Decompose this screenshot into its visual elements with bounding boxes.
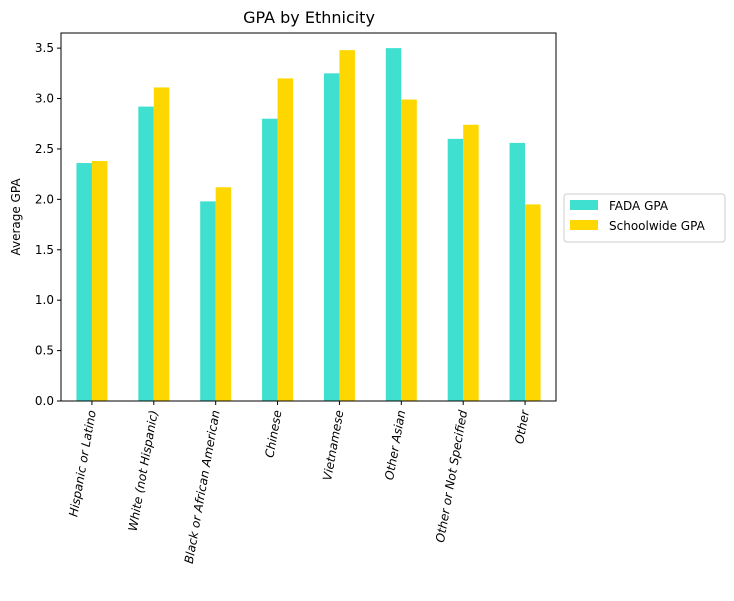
y-tick-label: 2.0: [35, 192, 54, 206]
chart-title: GPA by Ethnicity: [243, 8, 375, 27]
legend-swatch-1: [570, 220, 598, 230]
y-tick-label: 0.5: [35, 344, 54, 358]
plot-frame: [60, 32, 557, 402]
bar-schoolwide-5: [401, 99, 417, 401]
x-tick-label: Other: [512, 408, 532, 445]
y-tick-label: 3.5: [35, 41, 54, 55]
y-tick-label: 1.5: [35, 243, 54, 257]
x-tick-label: Vietnamese: [320, 409, 346, 482]
x-axis-ticks: Hispanic or Latino White (not Hispanic) Bl…: [66, 401, 532, 565]
bar-fada-4: [323, 73, 340, 401]
bar-schoolwide-4: [339, 50, 355, 401]
legend-swatch-0: [570, 200, 598, 210]
bar-fada-7: [509, 142, 526, 401]
bar-schoolwide-2: [215, 187, 232, 401]
y-tick-label: 2.5: [35, 142, 54, 156]
bar-fada-1: [138, 106, 154, 401]
bar-schoolwide-3: [277, 78, 294, 402]
bar-fada-6: [447, 138, 464, 402]
x-tick-label: Other or Not Specified: [433, 409, 470, 544]
y-axis-ticks: 0.0 0.5 1.0 1.5 2.0 2.5 3.0 3.5: [35, 41, 61, 408]
bar-schoolwide-6: [463, 124, 479, 401]
bar-fada-0: [76, 163, 92, 401]
y-tick-label: 3.0: [35, 92, 54, 106]
legend-label-0: FADA GPA: [609, 199, 669, 213]
legend-label-1: Schoolwide GPA: [609, 219, 706, 233]
bar-fada-2: [200, 201, 216, 401]
bars-group: [76, 48, 541, 402]
bar-schoolwide-1: [153, 87, 170, 401]
bar-schoolwide-0: [91, 161, 108, 401]
x-tick-label: Black or African American: [182, 409, 223, 565]
x-tick-label: Hispanic or Latino: [66, 409, 99, 518]
x-tick-label: White (not Hispanic): [126, 409, 161, 532]
bar-fada-3: [262, 118, 278, 401]
y-axis-label: Average GPA: [9, 178, 23, 256]
legend: FADA GPA Schoolwide GPA: [563, 193, 726, 243]
y-tick-label: 0.0: [35, 394, 54, 408]
x-tick-label: Chinese: [262, 409, 284, 459]
x-tick-label: Other Asian: [382, 409, 408, 481]
bar-fada-5: [385, 48, 402, 402]
y-tick-label: 1.0: [35, 293, 54, 307]
legend-box: [563, 193, 726, 243]
bar-schoolwide-7: [525, 204, 541, 401]
